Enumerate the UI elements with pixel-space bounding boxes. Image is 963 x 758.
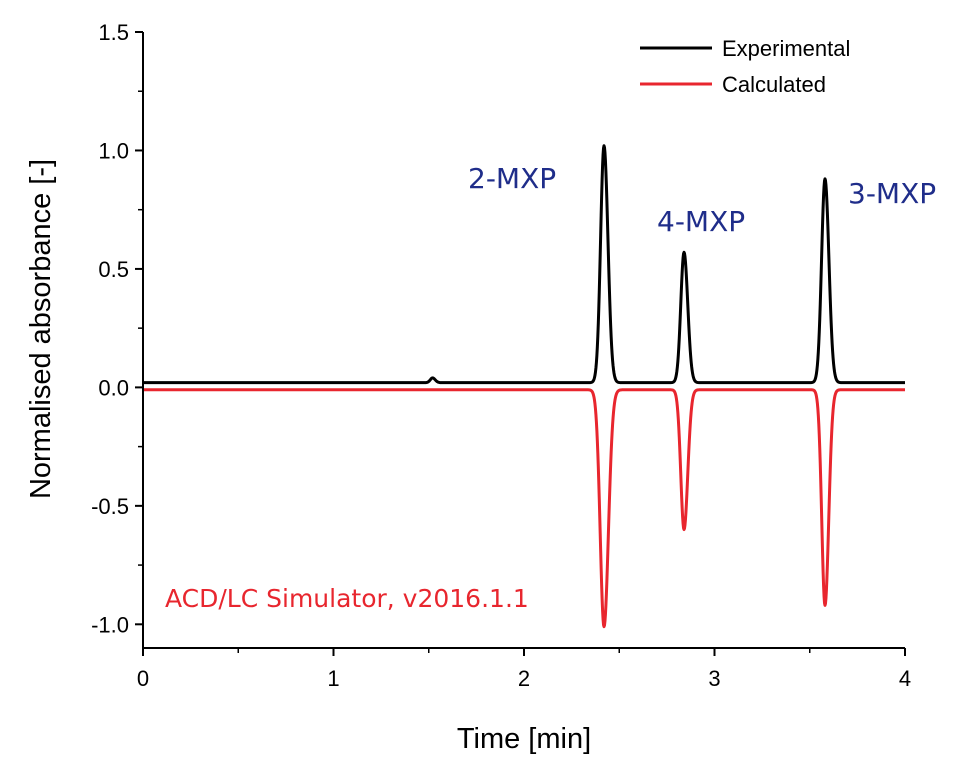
peak-label-2-mxp: 2-MXP [468,162,556,195]
series-line-calculated [141,388,907,629]
y-tick-label: 1.0 [98,138,129,163]
y-tick-label: -1.0 [91,612,129,637]
y-tick-label: -0.5 [91,494,129,519]
legend-label-experimental: Experimental [722,36,850,61]
x-tick-label: 0 [137,666,149,691]
x-tick-label: 4 [899,666,911,691]
plot-curves [141,144,907,629]
x-axis-title: Time [min] [457,723,591,755]
simulator-annotation: ACD/LC Simulator, v2016.1.1 [165,584,529,613]
y-axis-title: Normalised absorbance [-] [25,159,57,499]
peak-label-3-mxp: 3-MXP [848,177,936,210]
y-tick-label: 0.0 [98,375,129,400]
x-tick-label: 3 [708,666,720,691]
x-tick-label: 2 [518,666,530,691]
peak-label-4-mxp: 4-MXP [657,205,745,238]
legend: Experimental Calculated [640,36,850,97]
ticks: 0 1 2 3 4 -1.0 -0.5 0.0 0.5 1.0 1.5 [91,20,911,691]
y-tick-label: 0.5 [98,257,129,282]
legend-label-calculated: Calculated [722,72,826,97]
y-tick-label: 1.5 [98,20,129,45]
x-tick-label: 1 [327,666,339,691]
axes [142,32,905,649]
series-line-experimental [141,144,907,385]
